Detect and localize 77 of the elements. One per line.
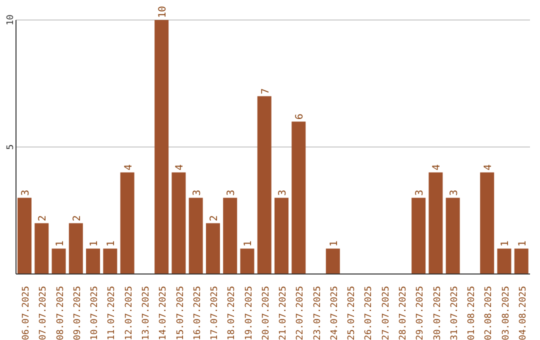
data-label: 1 [328,240,340,247]
x-tick-label: 21.07.2025 [278,286,289,340]
data-label: 4 [432,164,443,170]
data-label: 3 [20,190,32,196]
x-tick-label: 24.07.2025 [330,286,340,340]
x-tick-label: 10.07.2025 [90,286,100,340]
x-tick-label: 01.08.2025 [467,286,478,340]
data-label: 2 [208,215,220,222]
bar [206,223,220,274]
data-label: 1 [517,240,528,247]
x-tick-label: 19.07.2025 [244,286,254,340]
data-label: 3 [192,190,203,196]
x-tick-label: 20.07.2025 [261,286,272,340]
y-tick-label: 5 [6,144,16,150]
x-tick-label: 04.08.2025 [518,286,528,340]
x-tick-label: 02.08.2025 [484,286,494,340]
bar [120,172,134,274]
bar [257,96,272,274]
bar [480,172,494,274]
bar [497,248,512,274]
x-tick-label: 15.07.2025 [176,286,186,340]
data-label: 1 [106,240,118,247]
data-label: 4 [483,164,494,170]
x-tick-label: 07.07.2025 [38,286,49,340]
bar [412,198,426,274]
x-tick-label: 03.08.2025 [501,286,512,340]
data-label: 10 [158,6,169,18]
data-label: 3 [278,190,288,196]
x-tick-label: 08.07.2025 [56,286,66,340]
x-tick-label: 11.07.2025 [107,286,118,340]
bar [428,172,443,274]
bar [103,248,118,274]
data-label: 1 [500,240,512,247]
data-label: 1 [243,240,254,247]
x-tick-label: 29.07.2025 [416,286,426,340]
x-tick-label: 17.07.2025 [210,286,220,340]
bar [188,198,203,274]
data-label: 1 [54,240,66,247]
data-label: 1 [89,240,100,247]
bar [18,198,32,274]
data-label: 3 [414,190,426,196]
data-label: 6 [294,114,306,120]
x-tick-label: 31.07.2025 [450,286,460,340]
x-tick-label: 12.07.2025 [124,286,134,340]
x-tick-label: 16.07.2025 [192,286,203,340]
data-label: 2 [72,215,83,222]
data-label: 4 [123,164,134,170]
x-tick-label: 25.07.2025 [347,286,358,340]
bar [240,248,254,274]
bar [68,223,83,274]
data-label: 3 [448,190,460,196]
x-tick-label: 18.07.2025 [227,286,238,340]
data-label: 2 [38,215,49,222]
x-tick-label: 26.07.2025 [364,286,374,340]
data-label: 3 [226,190,238,196]
x-tick-label: 13.07.2025 [142,286,152,340]
x-tick-label: 27.07.2025 [381,286,392,340]
x-tick-label: 14.07.2025 [158,286,169,340]
x-tick-label: 06.07.2025 [22,286,32,340]
x-tick-label: 28.07.2025 [398,286,408,340]
bar [446,198,460,274]
bar [34,223,49,274]
bar [292,122,306,274]
bar [172,172,186,274]
x-tick-label: 22.07.2025 [296,286,306,340]
x-tick-label: 30.07.2025 [432,286,443,340]
data-label: 4 [174,164,186,170]
bar [52,248,66,274]
bar [274,198,288,274]
bar [154,20,169,274]
x-tick-label: 23.07.2025 [312,286,323,340]
bar [223,198,238,274]
bar [326,248,340,274]
bar [514,248,528,274]
x-tick-label: 09.07.2025 [72,286,83,340]
data-label: 7 [260,88,272,94]
bar [86,248,100,274]
